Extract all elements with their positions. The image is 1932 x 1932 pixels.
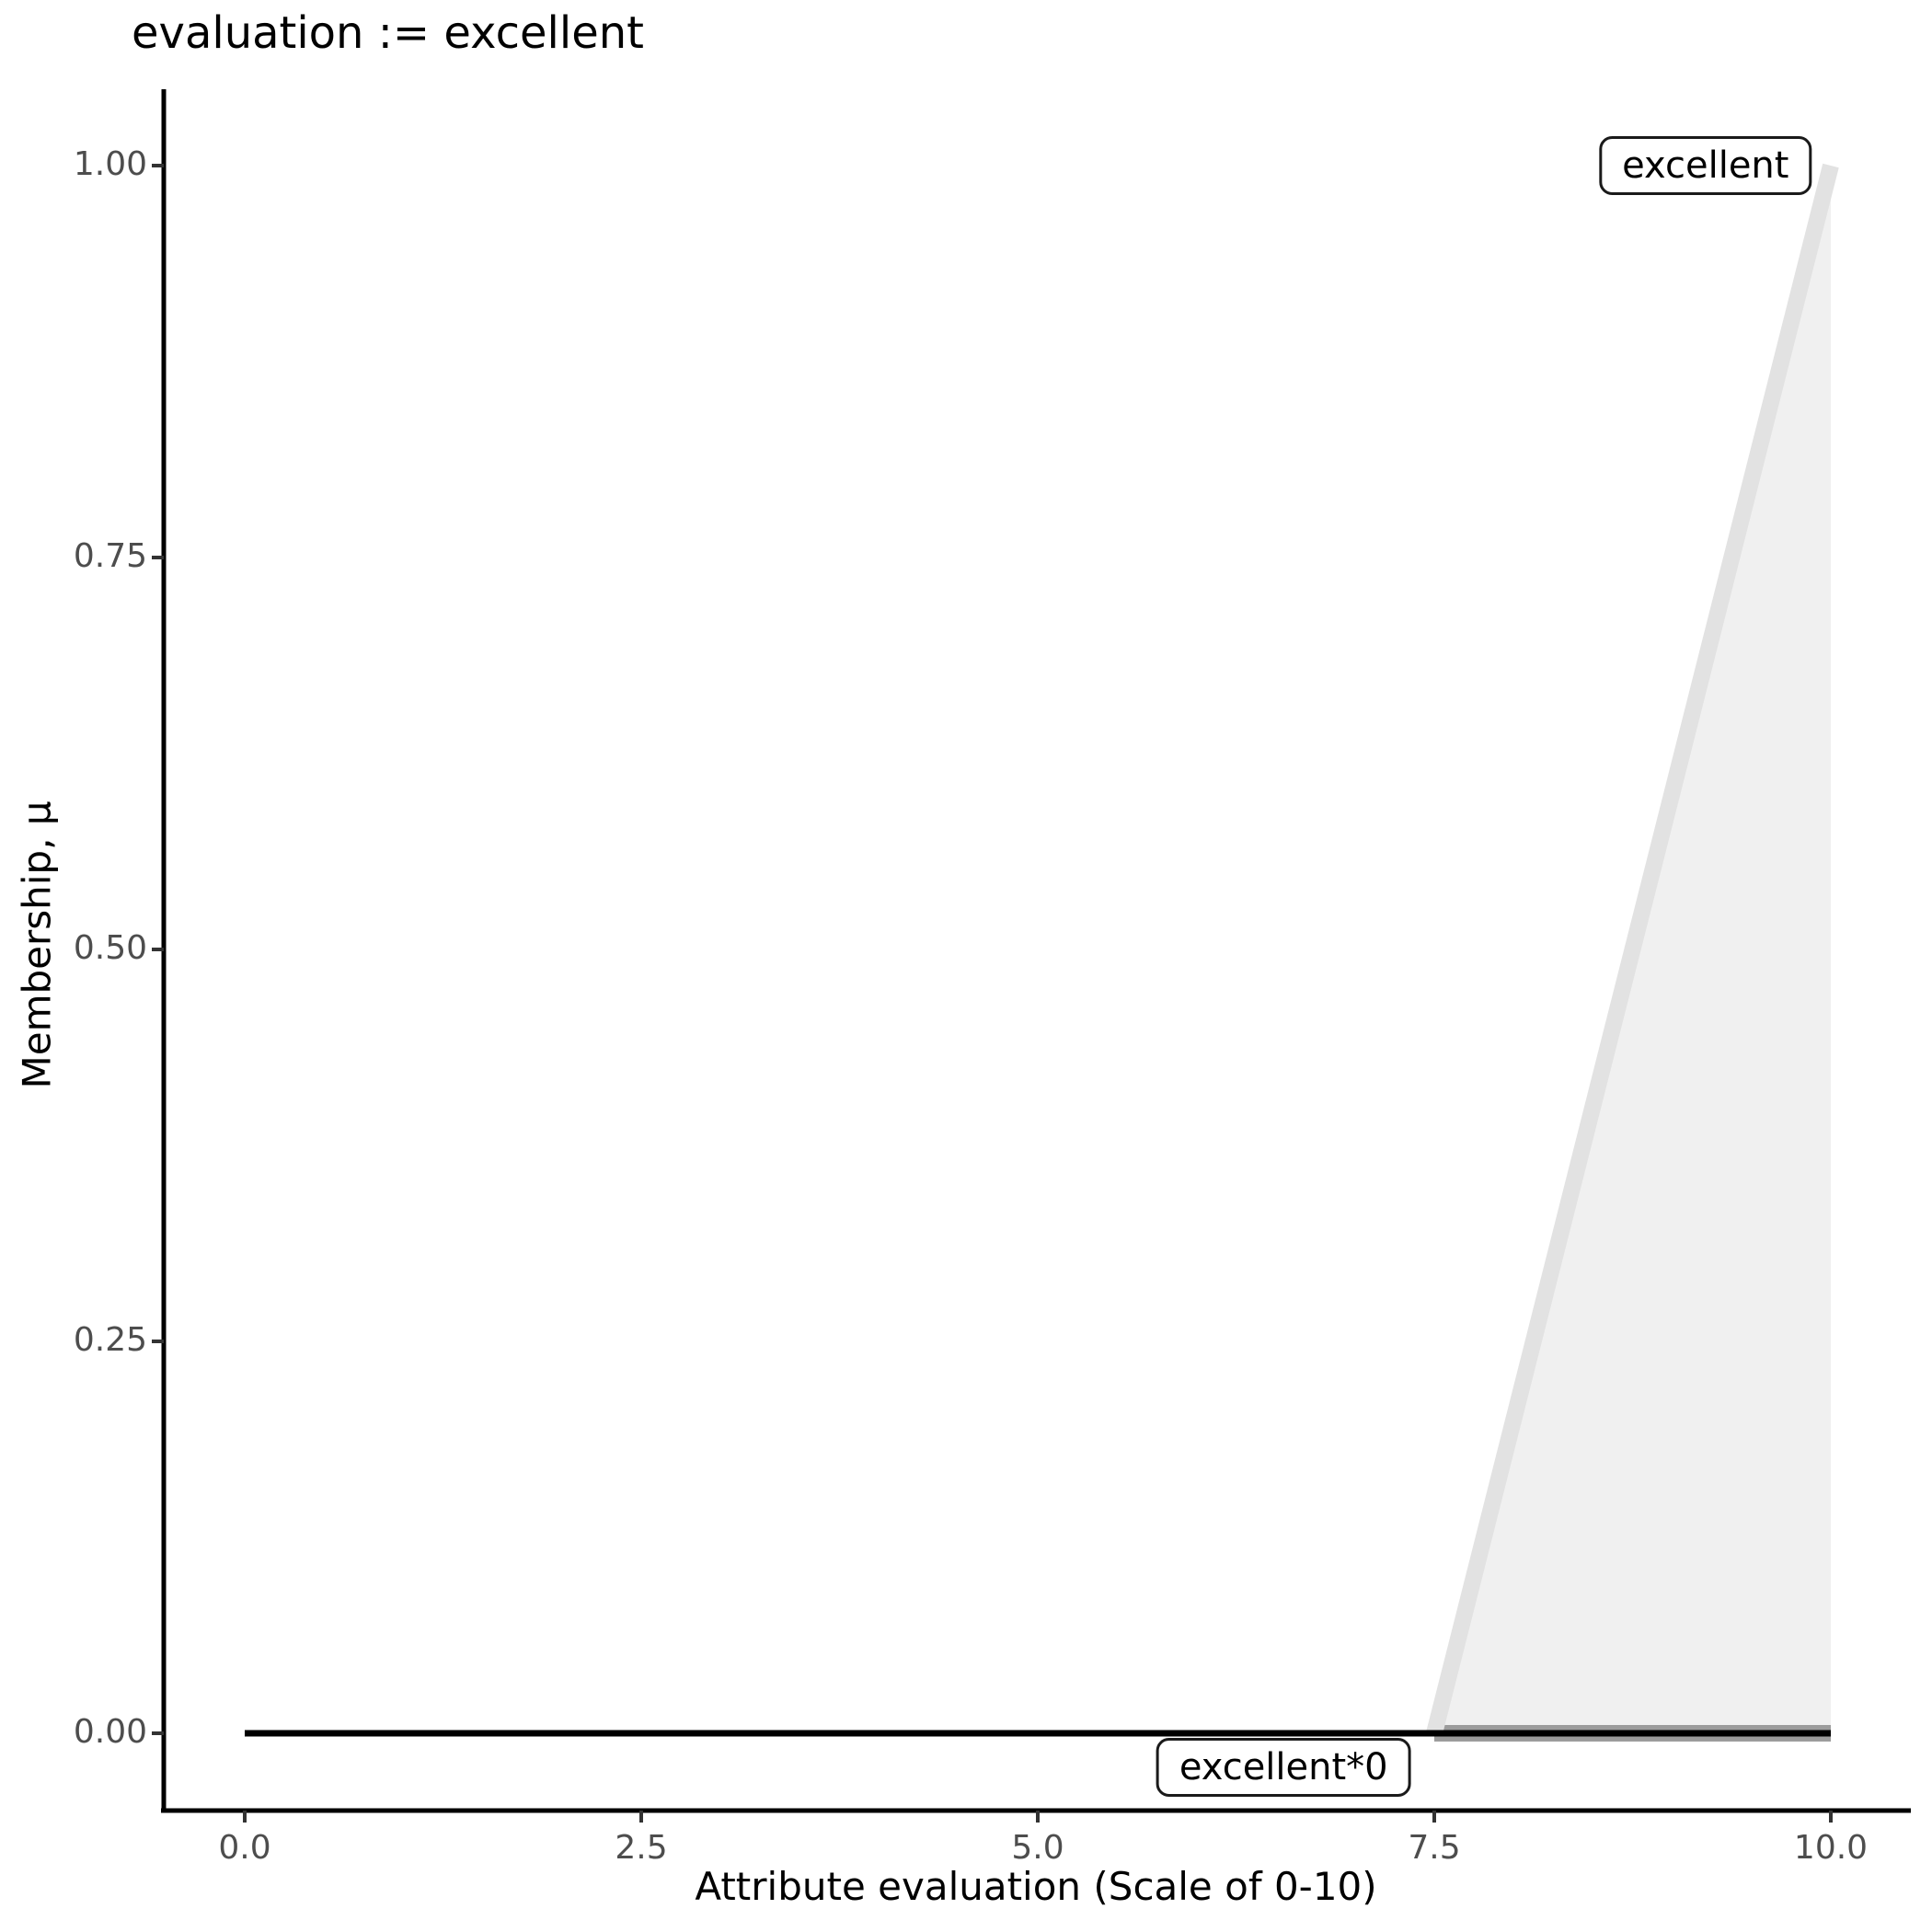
x-axis-title: Attribute evaluation (Scale of 0-10) [695,1864,1377,1909]
chart-title: evaluation := excellent [132,7,644,59]
y-axis-title: Membership, μ [14,800,60,1089]
y-tick-label: 0.50 [73,929,147,967]
y-tick-label: 0.75 [73,537,147,575]
annotation-label-excellent-0: excellent*0 [1156,1738,1411,1798]
y-tick-label: 0.00 [73,1713,147,1751]
x-tick-label: 5.0 [1011,1829,1064,1867]
x-tick-label: 7.5 [1408,1829,1461,1867]
x-tick-label: 2.5 [615,1829,668,1867]
y-tick-label: 0.25 [73,1321,147,1359]
x-tick-label: 0.0 [218,1829,271,1867]
x-tick-label: 10.0 [1793,1829,1869,1867]
y-tick-label: 1.00 [73,145,147,183]
annotation-label-excellent: excellent [1599,136,1812,195]
series-line-fuzzy-set [1426,163,1839,1736]
